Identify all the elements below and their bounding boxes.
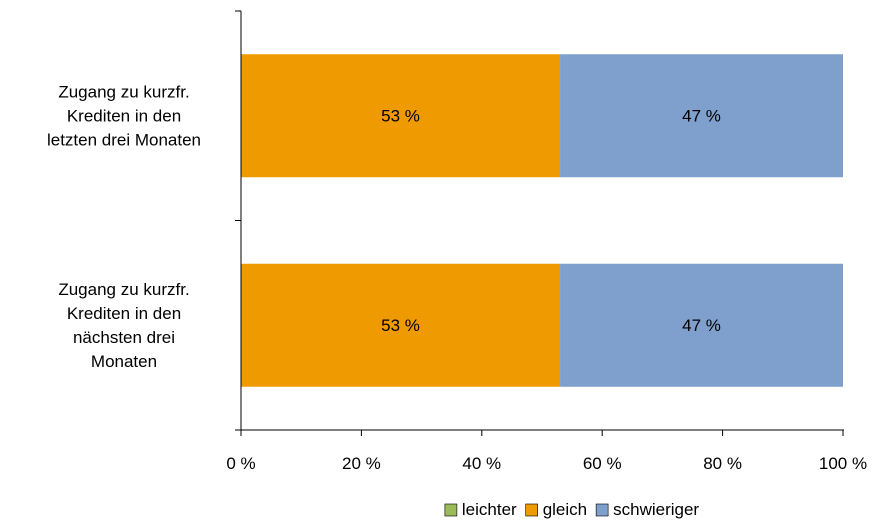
bar-schwieriger-1 (560, 54, 843, 178)
x-tick-label: 20 % (342, 454, 381, 473)
bar-schwieriger-2 (560, 263, 843, 387)
x-tick-label: 40 % (462, 454, 501, 473)
bar-labels-layer: 53 % 47 % 53 % 47 % (381, 107, 721, 336)
legend-item-gleich: gleich (525, 500, 587, 519)
x-tick-label: 0 % (226, 454, 255, 473)
legend-label-gleich: gleich (543, 500, 587, 519)
category-label-line: Zugang zu kurzfr. (58, 83, 189, 102)
legend-label-schwieriger: schwieriger (613, 500, 699, 519)
category-label-line: letzten drei Monaten (47, 131, 201, 150)
category-label-line: Zugang zu kurzfr. (58, 280, 189, 299)
category-label-line: Krediten in den (67, 304, 181, 323)
category-label-line: Monaten (91, 352, 157, 371)
category-label-2: Zugang zu kurzfr. Krediten in den nächsten… (58, 280, 189, 371)
data-label-gleich-1: 53 % (381, 107, 420, 126)
bar-gleich-1 (241, 54, 561, 178)
x-tick-label: 60 % (583, 454, 622, 473)
bars-layer (241, 54, 843, 387)
x-tick-labels-layer: 0 % 20 % 40 % 60 % 80 % 100 % (226, 454, 867, 473)
legend-swatch-gleich (525, 503, 539, 517)
data-label-schwieriger-1: 47 % (682, 107, 721, 126)
axes-layer (235, 10, 844, 436)
x-tick-label: 80 % (703, 454, 742, 473)
category-label-1: Zugang zu kurzfr. Krediten in den letzten … (47, 83, 201, 150)
data-label-gleich-2: 53 % (381, 316, 420, 335)
bar-gleich-2 (241, 263, 561, 387)
x-tick-label: 100 % (819, 454, 867, 473)
data-label-schwieriger-2: 47 % (682, 316, 721, 335)
category-labels-layer: Zugang zu kurzfr. Krediten in den letzten … (47, 83, 201, 372)
legend-swatch-schwieriger (595, 503, 609, 517)
category-label-line: Krediten in den (67, 107, 181, 126)
category-label-line: nächsten drei (73, 328, 175, 347)
legend-item-schwieriger: schwieriger (595, 500, 699, 519)
legend: leichter gleich schwieriger (444, 500, 699, 519)
legend-swatch-leichter (444, 503, 458, 517)
legend-label-leichter: leichter (462, 500, 517, 519)
legend-item-leichter: leichter (444, 500, 517, 519)
